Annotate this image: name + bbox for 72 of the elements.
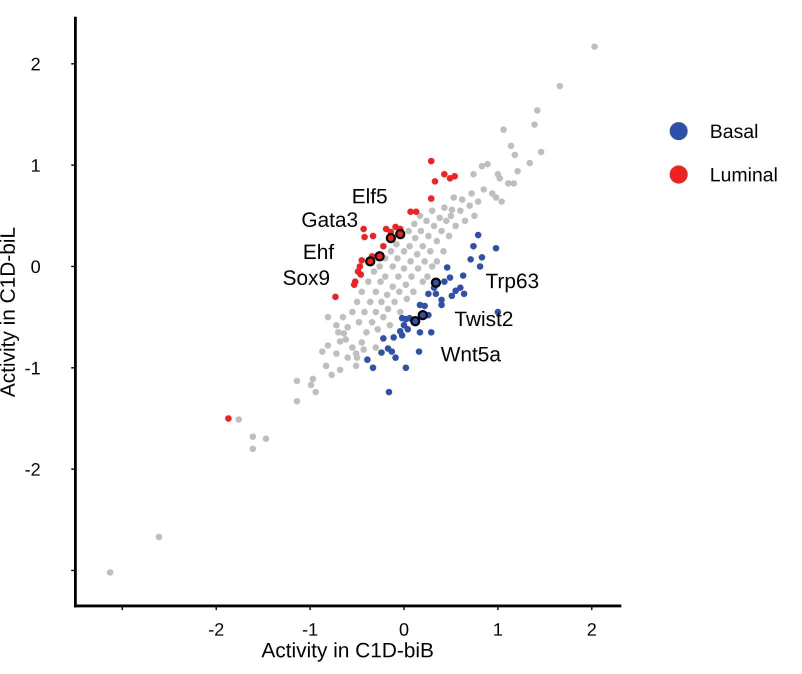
point xyxy=(402,364,410,372)
point xyxy=(476,263,484,270)
point xyxy=(444,264,450,271)
annotation: Ehf xyxy=(304,244,334,259)
x-axis-title: Activity in C1D-biB xyxy=(261,642,433,662)
legend-label: Basal xyxy=(711,124,758,138)
point xyxy=(380,335,387,342)
point xyxy=(370,232,376,240)
annotation: Trp63 xyxy=(486,274,538,292)
point xyxy=(460,272,466,279)
point xyxy=(451,173,458,180)
point xyxy=(398,332,406,339)
y-tick-label: 1 xyxy=(32,159,40,172)
annotation: Sox9 xyxy=(284,270,330,286)
x-tick-label: -2 xyxy=(208,623,224,636)
point xyxy=(378,349,385,356)
point xyxy=(358,271,364,278)
x-tick-label: 1 xyxy=(494,623,502,636)
point xyxy=(460,290,468,298)
point xyxy=(470,242,477,250)
point xyxy=(400,322,408,328)
annotation: Wnt5a xyxy=(440,346,501,362)
point xyxy=(370,364,376,372)
point xyxy=(382,226,390,232)
point xyxy=(412,208,420,215)
point xyxy=(441,170,448,178)
point xyxy=(432,290,440,298)
y-tick-label: 2 xyxy=(32,58,40,70)
point xyxy=(432,178,438,185)
point xyxy=(404,326,412,333)
x-tick-label: 0 xyxy=(400,623,408,636)
point xyxy=(360,226,367,232)
point xyxy=(332,294,339,300)
point xyxy=(478,254,486,261)
point xyxy=(388,348,396,355)
annotation: Gata3 xyxy=(302,212,358,228)
annotation: Twist2 xyxy=(454,310,512,326)
x-tick-label: -1 xyxy=(302,623,318,636)
point xyxy=(457,284,464,291)
y-tick-label: -1 xyxy=(25,362,40,374)
x-tick-label: 2 xyxy=(588,623,596,636)
point xyxy=(225,415,232,422)
point xyxy=(407,208,414,215)
point xyxy=(446,274,454,281)
point xyxy=(416,329,424,336)
point xyxy=(425,290,432,298)
point xyxy=(441,278,448,285)
point xyxy=(356,263,364,270)
point xyxy=(428,329,434,336)
point xyxy=(390,334,397,341)
y-tick-label: 0 xyxy=(31,260,40,274)
point xyxy=(438,302,445,308)
legend-label: Luminal xyxy=(711,167,777,182)
point xyxy=(350,281,358,288)
point xyxy=(428,195,434,202)
point xyxy=(492,244,500,252)
point xyxy=(452,288,459,294)
point xyxy=(416,348,422,355)
y-axis-title: Activity in C1D-biL xyxy=(0,228,20,398)
point xyxy=(358,257,366,264)
point xyxy=(392,354,399,361)
point xyxy=(448,292,456,300)
point xyxy=(474,232,482,238)
point xyxy=(361,234,368,240)
y-tick-label: -2 xyxy=(25,463,40,476)
point xyxy=(467,256,474,263)
point xyxy=(428,158,434,164)
annotation: Elf5 xyxy=(353,188,387,204)
point xyxy=(380,242,387,250)
point xyxy=(421,302,428,310)
point xyxy=(364,356,371,363)
point xyxy=(386,388,392,396)
